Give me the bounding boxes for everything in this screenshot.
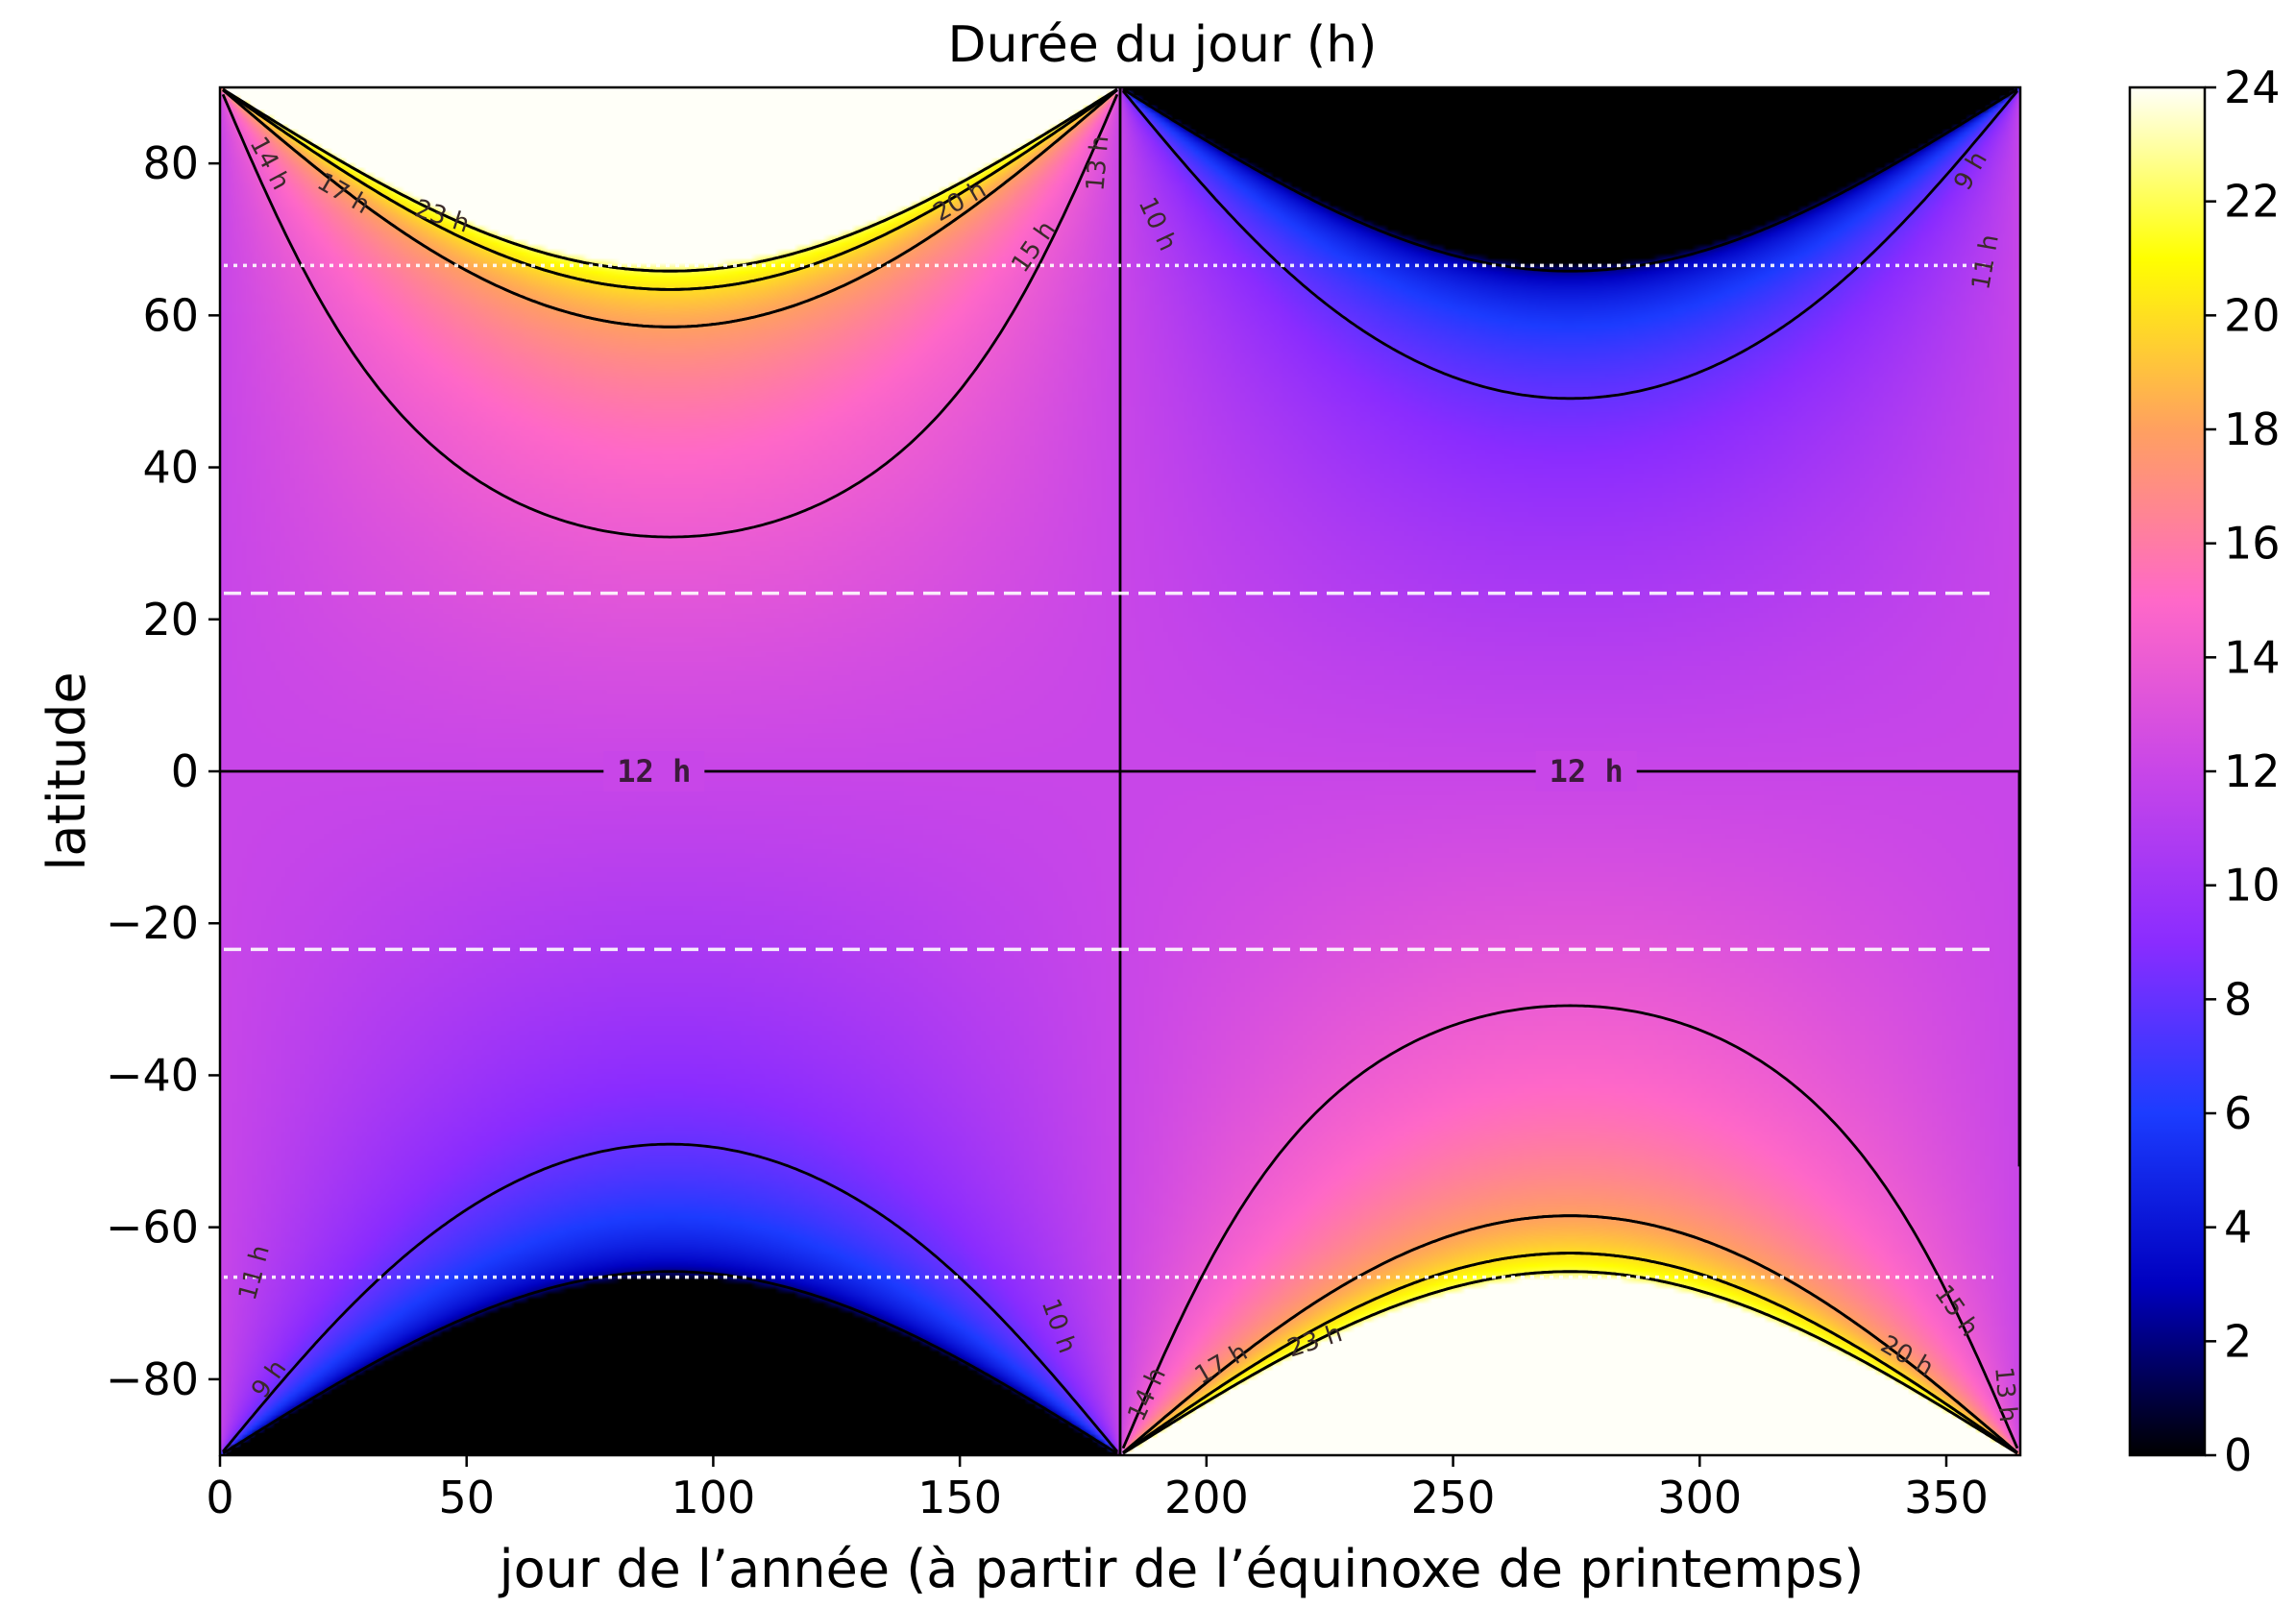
contour-line-17h-a: [221, 93, 1119, 539]
y-tick-label: 20: [142, 594, 199, 645]
contour-line-15h-b: [1122, 1214, 2018, 1454]
contour-label: 12 h: [1550, 753, 1624, 790]
colorbar-tick-label: 24: [2224, 61, 2281, 113]
y-tick-label: −80: [106, 1353, 199, 1405]
colorbar-tick-label: 8: [2224, 973, 2252, 1025]
x-tick-label: 0: [206, 1472, 233, 1523]
x-axis-label: jour de l’année (à partir de l’équinoxe …: [499, 1539, 1865, 1599]
y-tick-label: 80: [142, 137, 199, 189]
contour-label: 12 h: [617, 753, 691, 790]
colorbar-tick-label: 4: [2224, 1202, 2252, 1254]
contour-label: 13 h: [1081, 134, 1114, 192]
contour-label-group: 13 h: [1989, 1366, 2022, 1424]
contour-line-23h-a: [222, 1270, 1118, 1455]
contour-line-14h-a: [222, 88, 1118, 291]
chart-title: Durée du jour (h): [948, 16, 1378, 74]
colorbar-tick-label: 12: [2224, 745, 2281, 797]
colorbar-tick-label: 18: [2224, 403, 2281, 455]
reference-lines: [224, 263, 1993, 1279]
contour-line-14h-b: [1122, 1252, 2018, 1454]
y-axis-label: latitude: [37, 671, 97, 870]
colorbar-tick-label: 10: [2224, 860, 2281, 912]
colorbar-tick-label: 6: [2224, 1087, 2252, 1139]
contour-line-17h-b: [1121, 1004, 2019, 1449]
y-tick-label: 0: [171, 745, 199, 797]
contour-line-20h-b: [1122, 89, 2018, 401]
x-tick-label: 250: [1411, 1472, 1496, 1523]
x-tick-label: 300: [1657, 1472, 1742, 1523]
y-tick-label: −60: [106, 1202, 199, 1254]
contour-line-13h-a: [222, 87, 1118, 273]
colorbar-tick-label: 14: [2224, 631, 2281, 683]
colorbar-tick-label: 0: [2224, 1429, 2252, 1481]
contour-line-20h-a: [222, 1142, 1118, 1453]
contour-line-13h-b: [1122, 1270, 2018, 1455]
colorbar-tick-label: 16: [2224, 518, 2281, 570]
colorbar-tick-label: 20: [2224, 289, 2281, 341]
colorbar-tick-label: 2: [2224, 1315, 2252, 1367]
contour-label-group: 12 h: [603, 751, 705, 791]
x-tick-label: 350: [1904, 1472, 1989, 1523]
colorbar-scale: [2128, 85, 2207, 1457]
y-tick-label: 60: [142, 289, 199, 341]
contour-line-23h-b: [1122, 87, 2018, 273]
contour-lines: [220, 87, 2020, 1455]
contour-label-group: 13 h: [1081, 134, 1114, 192]
contour-label-background: [603, 751, 705, 791]
y-axis: 80 60 40 20 0 −20 −40 −60 −80: [106, 137, 220, 1405]
x-tick-label: 200: [1164, 1472, 1249, 1523]
x-tick-label: 150: [917, 1472, 1002, 1523]
x-tick-label: 50: [438, 1472, 495, 1523]
y-tick-label: 40: [142, 442, 199, 494]
y-tick-label: −40: [106, 1049, 199, 1101]
y-tick-label: −20: [106, 897, 199, 949]
contour-line-15h-a: [222, 88, 1118, 329]
contour-label-background: [1535, 751, 1637, 791]
colorbar-tick-label: 22: [2224, 176, 2281, 228]
x-axis: 0 50 100 150 200 250 300 350: [206, 1455, 1989, 1523]
contour-label-group: 12 h: [1535, 751, 1637, 791]
x-tick-label: 100: [672, 1472, 756, 1523]
contour-label: 13 h: [1989, 1366, 2022, 1424]
